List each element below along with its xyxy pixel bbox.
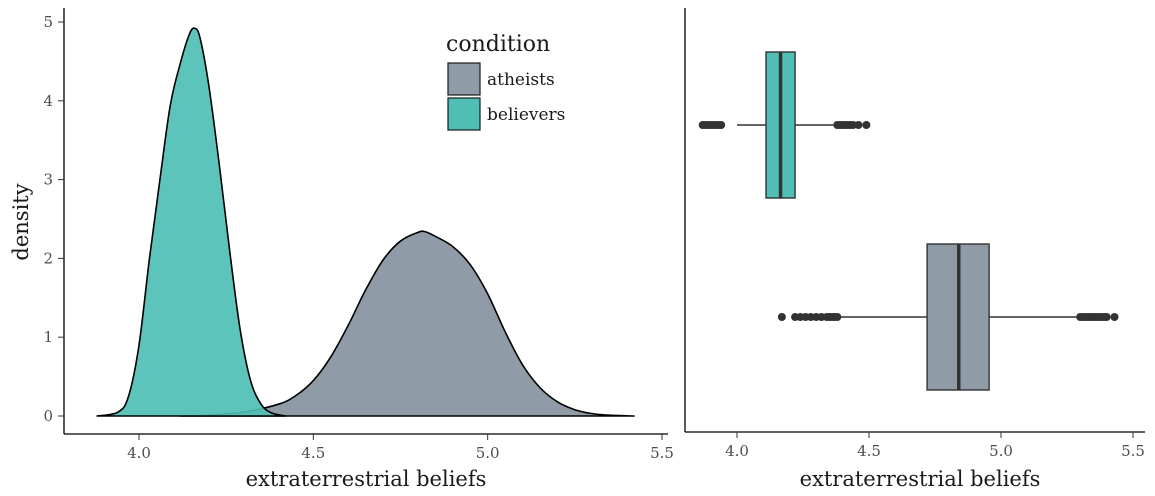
outlier-point (833, 313, 842, 321)
legend-label-believers: believers (487, 105, 565, 125)
legend-title: condition (446, 32, 550, 57)
density-area-atheists (180, 230, 635, 417)
density-x-tick-label: 5.5 (650, 444, 674, 462)
density-x-tick-label: 4.0 (127, 444, 151, 462)
outlier-point (862, 121, 871, 129)
legend-label-atheists: atheists (487, 70, 555, 90)
density-y-axis-title: density (9, 183, 33, 260)
boxplot-x-axis-title: extraterrestrial beliefs (800, 467, 1041, 491)
density-y-tick-label: 0 (43, 407, 53, 425)
outlier-point (777, 313, 786, 321)
boxplots (698, 51, 1119, 391)
outlier-point (1110, 313, 1119, 321)
boxplot-x-tick-label: 5.0 (989, 442, 1013, 460)
boxplot-atheists (777, 243, 1119, 391)
boxplot-panel: 4.0 4.5 5.0 5.5 extraterrestrial beliefs (684, 8, 1145, 491)
density-y-tick-label: 3 (43, 171, 53, 189)
density-x-ticks: 4.0 4.5 5.0 5.5 (127, 434, 674, 462)
density-y-tick-label: 4 (43, 92, 53, 110)
boxplot-x-tick-label: 4.0 (725, 442, 749, 460)
density-y-tick-label: 5 (43, 13, 53, 31)
boxplot-x-ticks: 4.0 4.5 5.0 5.5 (725, 432, 1145, 460)
legend: condition atheists believers (446, 32, 565, 131)
boxplot-x-tick-label: 4.5 (857, 442, 881, 460)
density-x-tick-label: 4.5 (301, 444, 325, 462)
legend-swatch-atheists (447, 62, 481, 96)
density-y-ticks: 0 1 2 3 4 5 (43, 13, 64, 425)
legend-swatch-believers (447, 97, 481, 131)
density-x-axis-title: extraterrestrial beliefs (246, 467, 487, 491)
boxplot-believers (698, 51, 871, 199)
outlier-point (854, 121, 863, 129)
density-panel: 4.0 4.5 5.0 5.5 0 1 2 3 4 5 extraterrestrial bel… (9, 8, 674, 491)
density-y-tick-label: 1 (43, 328, 53, 346)
boxplot-x-tick-label: 5.5 (1121, 442, 1145, 460)
density-x-tick-label: 5.0 (476, 444, 500, 462)
outlier-point (1102, 313, 1111, 321)
density-areas (96, 27, 635, 417)
density-area-believers (96, 27, 287, 417)
density-y-tick-label: 2 (43, 249, 53, 267)
outlier-point (717, 121, 726, 129)
